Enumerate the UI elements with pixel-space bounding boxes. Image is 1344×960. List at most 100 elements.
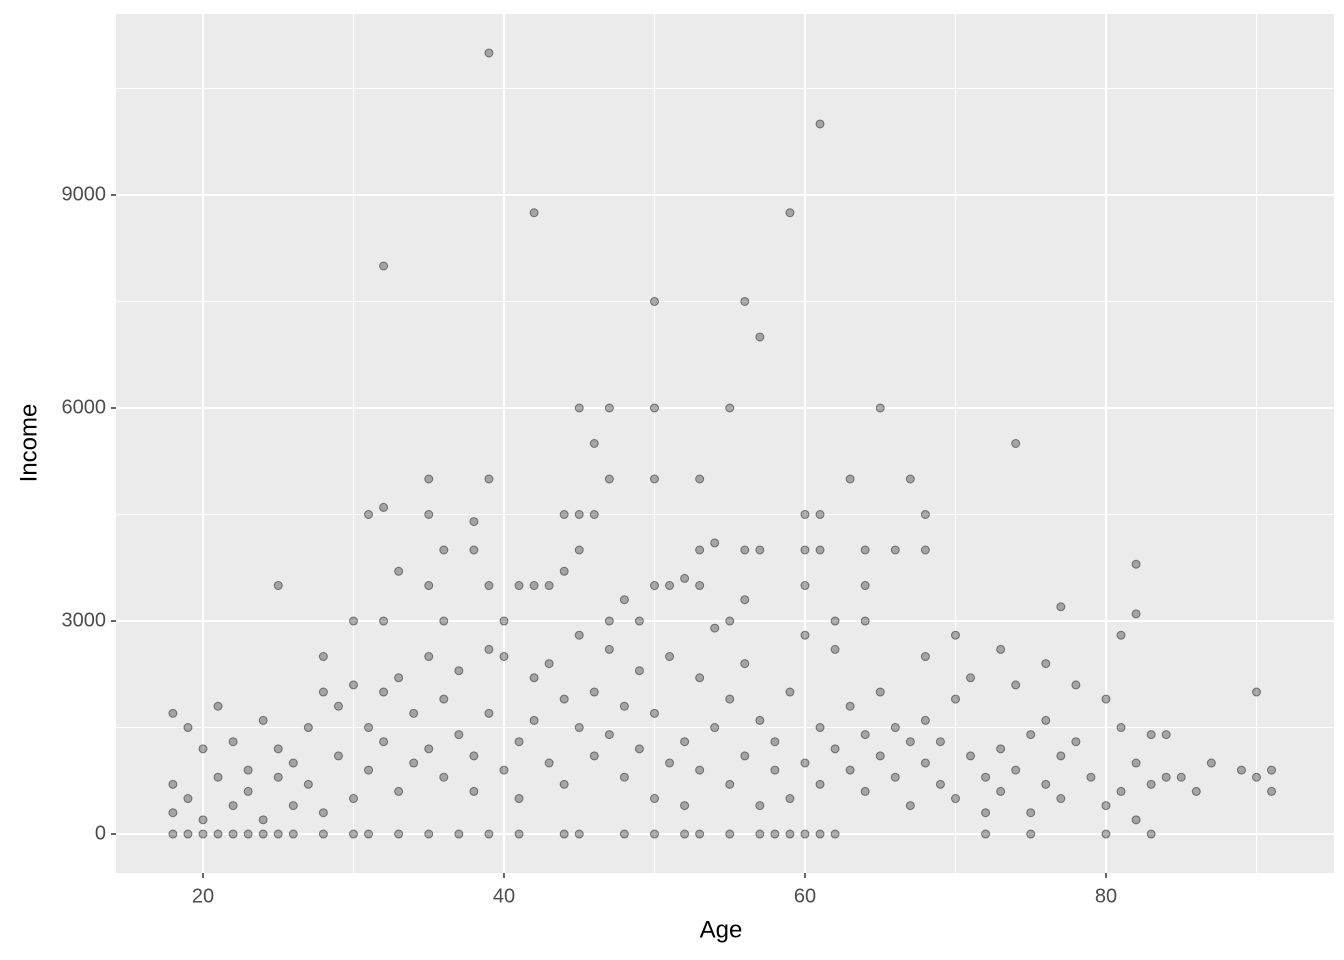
point <box>1146 829 1156 839</box>
point <box>966 673 976 683</box>
point <box>785 794 795 804</box>
point <box>318 829 328 839</box>
point <box>544 758 554 768</box>
point <box>1101 829 1111 839</box>
x-tick-label: 80 <box>1095 885 1117 907</box>
point <box>604 403 614 413</box>
point <box>574 510 584 520</box>
point <box>695 581 705 591</box>
point <box>649 829 659 839</box>
point <box>228 737 238 747</box>
point <box>379 616 389 626</box>
point <box>484 829 494 839</box>
point <box>1071 737 1081 747</box>
point <box>499 765 509 775</box>
point <box>1206 758 1216 768</box>
point <box>559 779 569 789</box>
point <box>665 758 675 768</box>
point <box>1251 687 1261 697</box>
point <box>213 701 223 711</box>
point <box>1101 801 1111 811</box>
point <box>1026 808 1036 818</box>
point <box>439 616 449 626</box>
point <box>1131 609 1141 619</box>
point <box>755 829 765 839</box>
point <box>484 474 494 484</box>
point <box>318 687 328 697</box>
point <box>529 715 539 725</box>
point <box>665 581 675 591</box>
point <box>770 765 780 775</box>
point <box>755 332 765 342</box>
point <box>800 630 810 640</box>
point <box>364 723 374 733</box>
point <box>348 794 358 804</box>
point <box>574 630 584 640</box>
point <box>695 474 705 484</box>
point <box>875 751 885 761</box>
point <box>634 744 644 754</box>
point <box>950 630 960 640</box>
point <box>649 708 659 718</box>
point <box>634 666 644 676</box>
point <box>785 829 795 839</box>
point <box>1086 772 1096 782</box>
point <box>243 765 253 775</box>
point <box>1056 794 1066 804</box>
point <box>484 48 494 58</box>
point <box>996 786 1006 796</box>
point <box>981 772 991 782</box>
point <box>333 701 343 711</box>
point <box>288 801 298 811</box>
point <box>273 772 283 782</box>
point <box>875 687 885 697</box>
point <box>559 829 569 839</box>
point <box>649 474 659 484</box>
point <box>1131 815 1141 825</box>
point <box>815 119 825 129</box>
point <box>770 737 780 747</box>
point <box>514 794 524 804</box>
point <box>890 772 900 782</box>
y-axis-title: Income <box>15 404 42 483</box>
point <box>589 510 599 520</box>
point <box>740 751 750 761</box>
point <box>469 545 479 555</box>
point <box>168 779 178 789</box>
point <box>1267 786 1277 796</box>
point <box>213 829 223 839</box>
point <box>830 829 840 839</box>
point <box>183 794 193 804</box>
point <box>273 744 283 754</box>
point <box>544 659 554 669</box>
point <box>484 644 494 654</box>
point <box>273 829 283 839</box>
point <box>981 808 991 818</box>
point <box>559 694 569 704</box>
point <box>243 829 253 839</box>
point <box>996 644 1006 654</box>
point <box>996 744 1006 754</box>
point <box>800 581 810 591</box>
point <box>604 474 614 484</box>
point <box>1011 765 1021 775</box>
point <box>303 779 313 789</box>
point <box>364 765 374 775</box>
point <box>860 730 870 740</box>
point <box>619 829 629 839</box>
point <box>710 723 720 733</box>
point <box>394 786 404 796</box>
point <box>228 829 238 839</box>
point <box>800 510 810 520</box>
point <box>619 772 629 782</box>
point <box>243 786 253 796</box>
point <box>1191 786 1201 796</box>
point <box>589 687 599 697</box>
point <box>469 751 479 761</box>
point <box>1131 559 1141 569</box>
point <box>981 829 991 839</box>
point <box>619 701 629 711</box>
point <box>168 708 178 718</box>
point <box>1041 715 1051 725</box>
